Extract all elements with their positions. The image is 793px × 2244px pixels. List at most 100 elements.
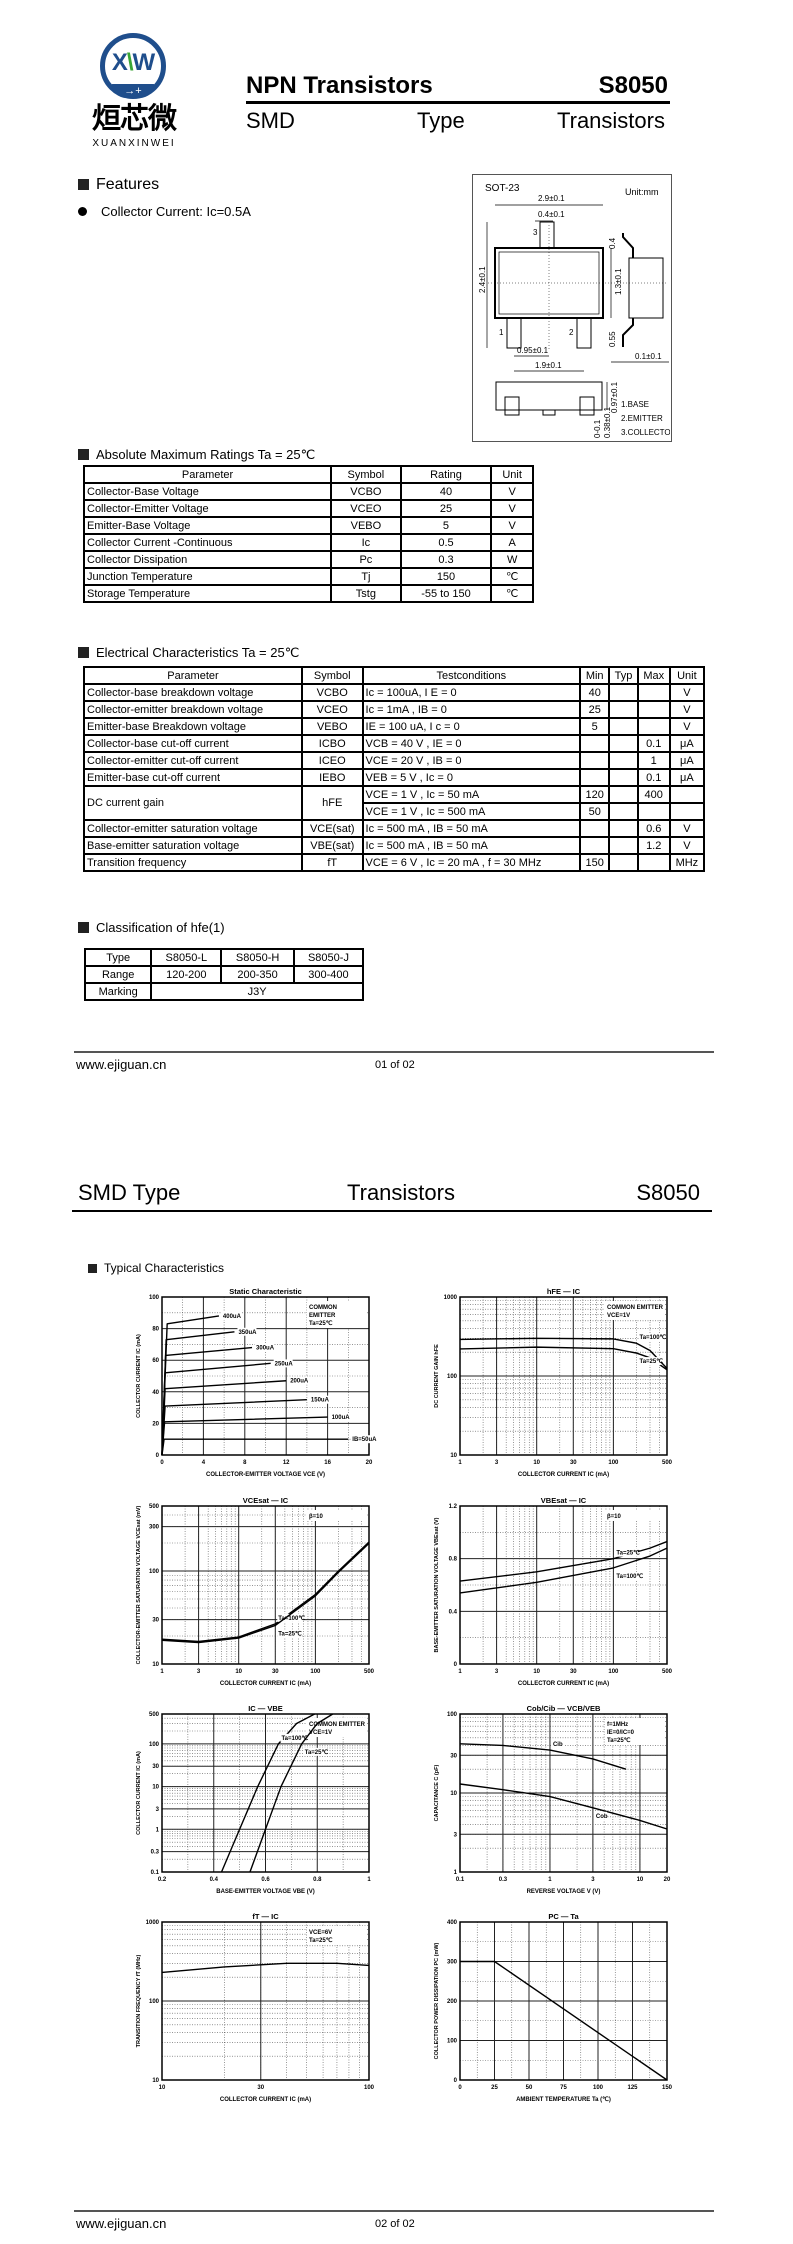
annotation-box — [307, 1301, 367, 1328]
series-label: IB=50uA — [352, 1437, 377, 1443]
table-cell: 0.1 — [636, 734, 671, 753]
table-cell — [668, 802, 706, 821]
table-cell: Type — [83, 948, 153, 967]
x-tick-label: 10 — [159, 2085, 166, 2091]
table-cell — [608, 853, 639, 872]
table-cell: Unit — [490, 465, 534, 484]
table-cell: 0.1 — [636, 768, 671, 787]
typical-heading-text: Typical Characteristics — [104, 1261, 225, 1275]
series-label-bg — [273, 1359, 293, 1368]
y-tick-label: 0 — [454, 2078, 458, 2084]
footer2-divider — [74, 2210, 714, 2212]
table-cell: S8050-H — [220, 948, 295, 967]
y-tick-label: 1000 — [146, 1920, 160, 1926]
chart-title: VCEsat — IC — [243, 1496, 289, 1505]
logo-w: W — [132, 49, 156, 76]
y-tick-label: 0.3 — [151, 1850, 160, 1856]
plot-frame — [459, 1713, 668, 1873]
dim-height: 2.4±0.1 — [478, 266, 487, 293]
electrical-characteristics-table: Parameter Symbol Testconditions Min Typ Max Un… — [83, 666, 706, 872]
table-cell — [579, 751, 611, 770]
table-cell: 5 — [579, 717, 611, 736]
table-cell: -55 to 150 — [399, 584, 493, 603]
table-cell: 150 — [399, 567, 493, 586]
table-cell: ℃ — [490, 567, 534, 586]
page2-number: 02 of 02 — [375, 2218, 415, 2230]
logo-english-name: XUANXINWEI — [92, 138, 176, 149]
footer2-website-link[interactable]: www.ejiguan.cn — [76, 2216, 167, 2231]
chart-power-derating: 0 25 50 75 100 125 150 0 100 200 300 400 PC — Ta AMBI… — [434, 1912, 673, 2103]
square-bullet-icon — [78, 449, 89, 460]
table-cell — [608, 734, 639, 753]
series-line — [161, 1541, 370, 1643]
table-cell: V — [668, 819, 706, 838]
series-label-bg — [638, 1357, 661, 1366]
table-cell: Ic = 500 mA , IB = 50 mA — [361, 836, 582, 855]
series-label-bg — [303, 1747, 327, 1756]
y-tick-label: 100 — [447, 2039, 458, 2045]
series-label: Ta=25℃ — [305, 1749, 329, 1756]
table-row: Emitter-base Breakdown voltage VEBO IE = 1… — [83, 717, 706, 736]
y-tick-label: 0.8 — [449, 1557, 458, 1563]
table-cell: 150 — [579, 853, 611, 872]
table-cell: VCE = 6 V , Ic = 20 mA , f = 30 MHz — [361, 853, 582, 872]
series-line — [459, 1337, 668, 1369]
logo-x: X — [111, 49, 128, 76]
series-label-bg — [330, 1413, 350, 1422]
x-tick-label: 1 — [458, 1669, 462, 1675]
table-cell — [636, 683, 671, 702]
x-tick-label: 30 — [570, 1460, 577, 1466]
table-cell: Junction Temperature — [82, 567, 333, 586]
dim-lead-width: 0.38±0.1 — [603, 406, 612, 438]
dim-total-height: 0.97±0.1 — [610, 381, 619, 413]
table-cell: VCEO — [330, 499, 402, 518]
series-line — [460, 1960, 668, 2081]
series-label-bg — [309, 1395, 329, 1404]
table-cell: Collector-emitter saturation voltage — [83, 819, 303, 838]
series-label-bg — [351, 1435, 378, 1444]
series-label: Ta=100℃ — [278, 1615, 305, 1622]
pin-3-label: 3 — [533, 228, 538, 237]
table-cell: Parameter — [83, 666, 303, 685]
table-cell: V — [668, 836, 706, 855]
table-row: Storage Temperature Tstg -55 to 150 ℃ — [82, 584, 534, 603]
x-tick-label: 3 — [495, 1669, 499, 1675]
table-cell: hFE — [300, 785, 364, 821]
chart-vcesat-vs-ic: 1 3 10 30 100 500 10 30 100 300 500 VCEsat — IC COLL… — [136, 1496, 375, 1687]
table-cell: μA — [668, 768, 706, 787]
x-axis-label: COLLECTOR-EMITTER VOLTAGE VCE (V) — [206, 1472, 325, 1478]
annotation: COMMON EMITTER — [309, 1722, 366, 1728]
x-tick-label: 20 — [664, 1877, 671, 1883]
x-tick-label: 500 — [662, 1669, 673, 1675]
y-tick-label: 1 — [454, 1870, 458, 1876]
chart-title: Cob/Cib — VCB/VEB — [527, 1704, 601, 1713]
square-bullet-icon — [78, 647, 89, 658]
series-line — [161, 1542, 370, 1644]
table-row: Range 120-200 200-350 300-400 — [83, 965, 365, 984]
dim-lead: 0.4±0.1 — [538, 210, 565, 219]
table-cell: S8050-L — [150, 948, 223, 967]
chart-capacitance-vs-voltage: 0.1 0.3 1 3 10 20 1 3 10 30 100 Cob/Cib — VCB/VEB RE… — [434, 1704, 671, 1895]
dim-pitch: 0.95±0.1 — [517, 346, 549, 355]
product-title: NPN Transistors — [246, 72, 433, 99]
annotation-box — [307, 1926, 367, 1945]
table-cell — [608, 751, 639, 770]
y-tick-label: 3 — [454, 1832, 458, 1838]
series-label: 300uA — [256, 1346, 275, 1352]
footer-website-link[interactable]: www.ejiguan.cn — [76, 1057, 167, 1072]
table-cell: 120 — [579, 785, 611, 804]
series-label-bg — [277, 1613, 304, 1622]
series-label: 200uA — [290, 1379, 309, 1385]
table-cell: Ic = 500 mA , IB = 50 mA — [361, 819, 582, 838]
y-tick-label: 100 — [447, 1374, 458, 1380]
table-row: Collector-emitter saturation voltage VCE(… — [83, 819, 706, 838]
series-line — [161, 1962, 370, 1974]
table-row: VCE = 1 V , Ic = 500 mA 50 — [84, 802, 706, 821]
diode-arrow-icon: →+ — [112, 84, 154, 98]
table-cell: Transition frequency — [83, 853, 303, 872]
table-cell: DC current gain — [83, 785, 303, 821]
annotation: COMMON EMITTER — [607, 1305, 664, 1311]
page-number: 01 of 02 — [375, 1059, 415, 1071]
table-row: Marking J3Y — [83, 982, 364, 1001]
y-tick-label: 10 — [450, 1453, 457, 1459]
